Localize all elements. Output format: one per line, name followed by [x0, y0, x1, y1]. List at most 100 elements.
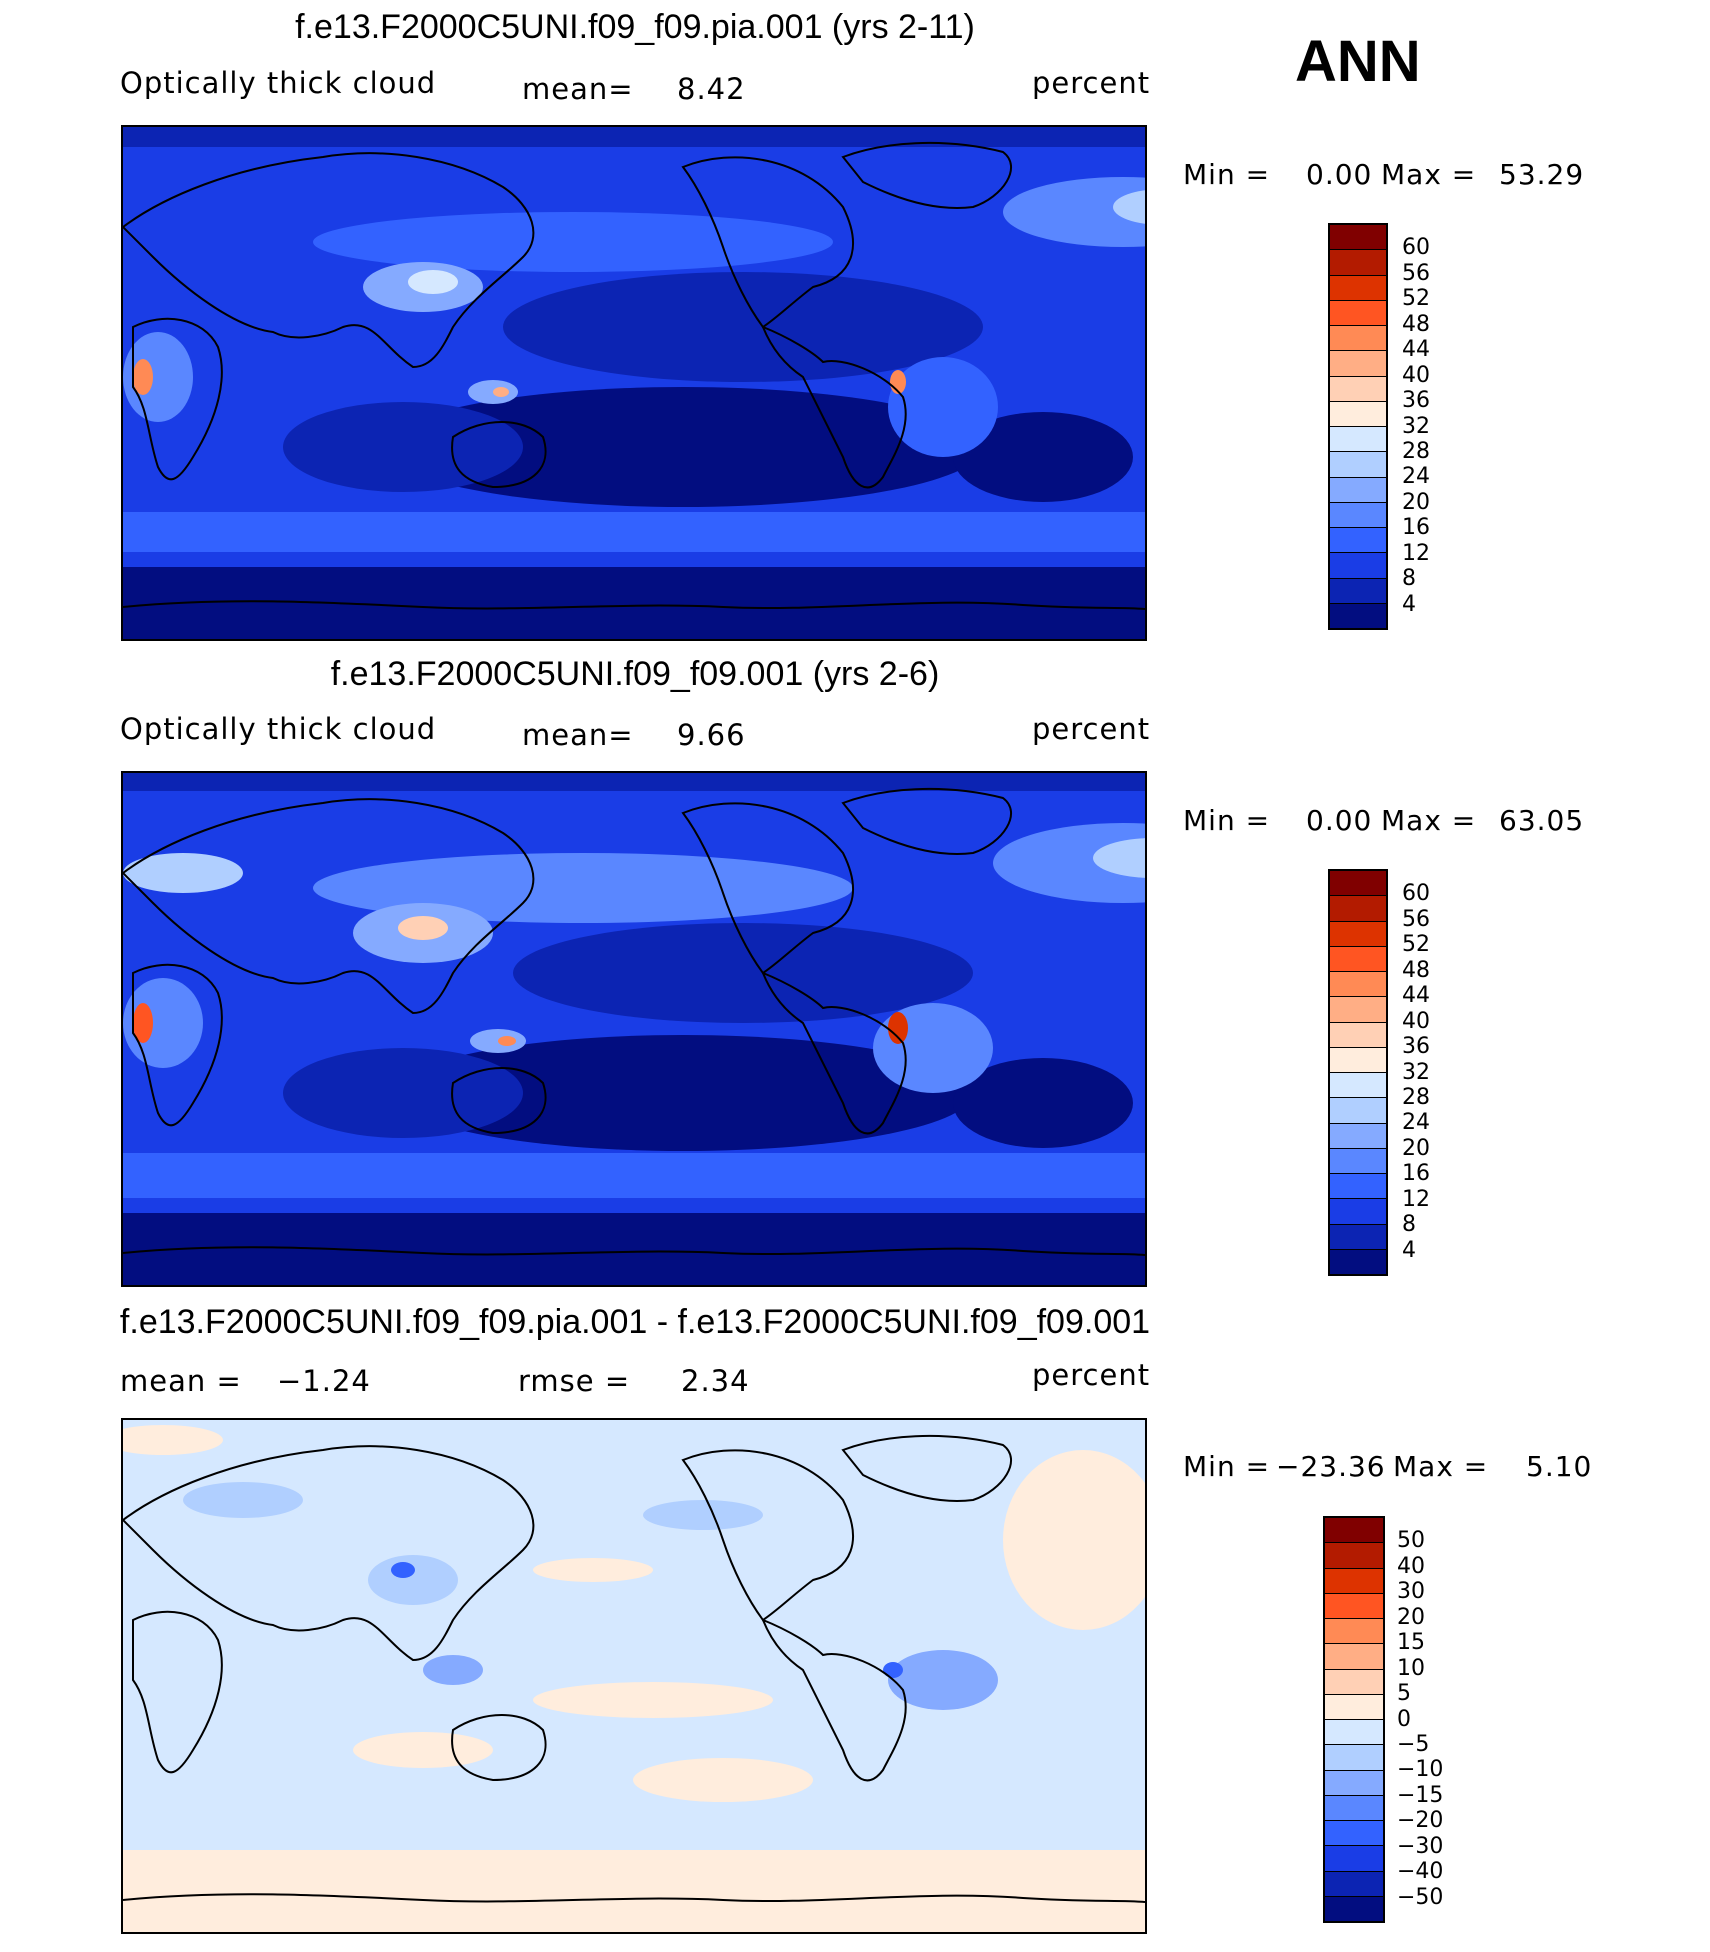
colorbar-tick-label: −30 [1397, 1833, 1444, 1859]
colorbar-cell [1330, 1174, 1386, 1200]
panel1-amazon-cloud [888, 357, 998, 457]
colorbar-cell [1330, 250, 1386, 276]
colorbar-cell [1325, 1568, 1383, 1594]
panel3-map [121, 1418, 1147, 1934]
colorbar-tick-label: −5 [1397, 1731, 1430, 1757]
panel2-andes-maximum [888, 1012, 908, 1044]
panel2-map-canvas [123, 773, 1145, 1285]
colorbar-cell [1325, 1518, 1383, 1544]
colorbar-cell [1330, 300, 1386, 326]
panel1-new-guinea-maximum [493, 387, 509, 397]
colorbar-cell [1330, 351, 1386, 377]
panel2-satlantic-minimum [953, 1058, 1133, 1148]
colorbar-tick-label: 50 [1397, 1528, 1425, 1554]
colorbar-tick-label: 4 [1402, 1237, 1416, 1263]
panel3-min-label: Min = [1183, 1450, 1271, 1483]
colorbar-cell [1330, 972, 1386, 998]
panel2-natlantic-storm-track [993, 823, 1145, 903]
panel2-new-guinea-maximum [498, 1036, 516, 1046]
colorbar-tick-label: −50 [1397, 1884, 1444, 1910]
panel3-npacific-negative [643, 1500, 763, 1530]
panel2-variable-label: Optically thick cloud [120, 712, 437, 746]
panel2-coastlines [123, 787, 1145, 1256]
colorbar-cell [1325, 1821, 1383, 1847]
colorbar-cell [1325, 1745, 1383, 1771]
colorbar-cell [1325, 1846, 1383, 1872]
colorbar-cell [1325, 1871, 1383, 1897]
panel1-natlantic-storm-track [1003, 177, 1145, 247]
panel1-min-label: Min = [1183, 158, 1271, 191]
panel3-max-label: Max = [1393, 1450, 1489, 1483]
panel2-southern-storm-track [123, 1153, 1145, 1198]
colorbar-tick-label: 52 [1402, 932, 1430, 958]
season-label: ANN [1295, 29, 1421, 94]
colorbar-cell [1330, 502, 1386, 528]
panel1-indian-minimum [283, 402, 523, 492]
colorbar-cell [1330, 896, 1386, 922]
colorbar-cell [1330, 946, 1386, 972]
colorbar-tick-label: 20 [1402, 489, 1430, 515]
colorbar-cell [1330, 997, 1386, 1023]
panel3-mean-value: −1.24 [277, 1364, 371, 1398]
panel1-map [121, 125, 1147, 641]
colorbar-tick-label: 5 [1397, 1681, 1411, 1707]
colorbar-tick-label: 20 [1397, 1604, 1425, 1630]
colorbar-cell [1330, 401, 1386, 427]
colorbar-cell [1330, 1123, 1386, 1149]
panel3-rmse-value: 2.34 [681, 1364, 750, 1398]
colorbar-tick-label: 12 [1402, 540, 1430, 566]
colorbar-tick-label: 32 [1402, 1059, 1430, 1085]
colorbar-tick-label: 24 [1402, 464, 1430, 490]
colorbar-cell [1325, 1669, 1383, 1695]
colorbar-tick-label: 15 [1397, 1630, 1425, 1656]
panel1-variable-label: Optically thick cloud [120, 66, 437, 100]
colorbar-tick-label: 4 [1402, 591, 1416, 617]
colorbar-tick-label: −20 [1397, 1808, 1444, 1834]
colorbar-cell [1330, 1098, 1386, 1124]
panel1-min-value: 0.00 [1306, 158, 1373, 191]
panel3-andes-core [883, 1662, 903, 1678]
colorbar-cell [1330, 376, 1386, 402]
colorbar-cell [1330, 275, 1386, 301]
panel2-min-label: Min = [1183, 804, 1271, 837]
colorbar-cell [1325, 1619, 1383, 1645]
colorbar-cell [1325, 1770, 1383, 1796]
colorbar-tick-label: 28 [1402, 438, 1430, 464]
panel2-africa-maximum [133, 1003, 153, 1043]
colorbar-tick-label: 40 [1402, 1008, 1430, 1034]
panel2-mean-value: 9.66 [677, 718, 746, 752]
panel1-satlantic-minimum [953, 412, 1133, 502]
panel1-colorbar [1328, 223, 1388, 630]
colorbar-cell [1325, 1543, 1383, 1569]
panel1-mean-label: mean= [522, 72, 634, 106]
panel3-pacific-positive-2 [633, 1758, 813, 1802]
colorbar-cell [1330, 1073, 1386, 1099]
colorbar-tick-label: 36 [1402, 388, 1430, 414]
colorbar-tick-label: 20 [1402, 1135, 1430, 1161]
panel1-coastlines [123, 141, 1145, 610]
colorbar-cell [1330, 871, 1386, 897]
colorbar-cell [1325, 1644, 1383, 1670]
panel2-map [121, 771, 1147, 1287]
colorbar-cell [1330, 578, 1386, 604]
panel3-antarctic-positive [123, 1850, 1145, 1932]
colorbar-tick-label: 48 [1402, 311, 1430, 337]
colorbar-cell [1330, 1148, 1386, 1174]
colorbar-cell [1325, 1720, 1383, 1746]
panel2-east-asia-core [398, 916, 448, 940]
panel1-mean-value: 8.42 [677, 72, 746, 106]
colorbar-tick-label: 56 [1402, 260, 1430, 286]
panel1-max-value: 53.29 [1499, 158, 1585, 191]
colorbar-tick-label: 24 [1402, 1110, 1430, 1136]
colorbar-tick-label: 44 [1402, 337, 1430, 363]
panel2-indian-minimum [283, 1048, 523, 1138]
colorbar-cell [1330, 528, 1386, 554]
panel2-colorbar [1328, 869, 1388, 1276]
colorbar-tick-label: 32 [1402, 413, 1430, 439]
colorbar-cell [1330, 326, 1386, 352]
colorbar-cell [1330, 1022, 1386, 1048]
panel1-map-canvas [123, 127, 1145, 639]
panel1-base-field [123, 127, 1145, 639]
colorbar-tick-label: 0 [1397, 1706, 1411, 1732]
panel2-mean-label: mean= [522, 718, 634, 752]
